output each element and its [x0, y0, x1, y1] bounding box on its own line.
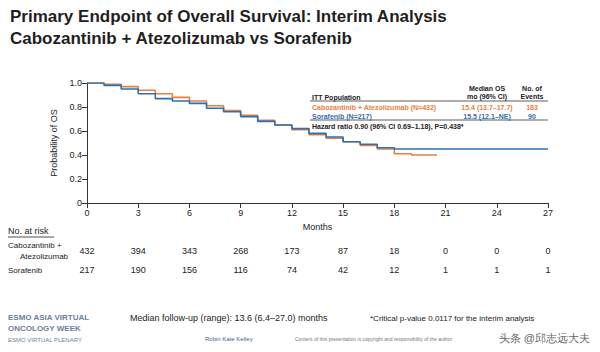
- svg-text:Content of this presentation i: Content of this presentation is copyrigh…: [295, 336, 453, 342]
- svg-text:0: 0: [545, 246, 550, 256]
- svg-text:42: 42: [338, 265, 348, 275]
- svg-text:15.4 (13.7–17.7): 15.4 (13.7–17.7): [461, 104, 512, 112]
- svg-text:18: 18: [389, 208, 399, 218]
- svg-text:ITT Population: ITT Population: [312, 94, 361, 102]
- svg-text:343: 343: [182, 246, 197, 256]
- svg-text:头条 @邱志远大夫: 头条 @邱志远大夫: [499, 332, 590, 344]
- svg-text:Robin Kate Kelley: Robin Kate Kelley: [205, 336, 253, 342]
- svg-text:217: 217: [79, 265, 94, 275]
- svg-text:Probability of OS: Probability of OS: [49, 109, 59, 177]
- svg-text:0.6: 0.6: [69, 126, 82, 136]
- svg-text:173: 173: [284, 246, 299, 256]
- svg-text:6: 6: [187, 208, 192, 218]
- svg-text:0: 0: [77, 198, 82, 208]
- svg-text:1: 1: [494, 265, 499, 275]
- svg-text:Cabozantinib +: Cabozantinib +: [8, 241, 62, 250]
- svg-text:0: 0: [494, 246, 499, 256]
- svg-text:0.4: 0.4: [69, 150, 82, 160]
- svg-text:Primary Endpoint of Overall Su: Primary Endpoint of Overall Survival: In…: [10, 7, 447, 26]
- svg-text:15: 15: [338, 208, 348, 218]
- svg-text:Events: Events: [521, 93, 544, 100]
- svg-text:74: 74: [287, 265, 297, 275]
- svg-text:21: 21: [441, 208, 451, 218]
- svg-text:ESMO VIRTUAL PLENARY: ESMO VIRTUAL PLENARY: [8, 337, 82, 343]
- svg-text:0.2: 0.2: [69, 174, 82, 184]
- svg-text:Median OS: Median OS: [469, 85, 506, 92]
- svg-text:mo (96% CI): mo (96% CI): [467, 93, 507, 101]
- svg-text:90: 90: [528, 113, 536, 120]
- svg-text:Cabozantinib + Atezolizumab vs: Cabozantinib + Atezolizumab vs Sorafenib: [10, 29, 352, 48]
- svg-text:0: 0: [443, 246, 448, 256]
- svg-text:Cabozantinib + Atezolizumab (N: Cabozantinib + Atezolizumab (N=432): [312, 104, 436, 112]
- svg-text:No. at risk: No. at risk: [8, 226, 49, 236]
- svg-text:Sorafenib: Sorafenib: [8, 266, 43, 275]
- svg-text:268: 268: [233, 246, 248, 256]
- svg-text:No. of: No. of: [522, 85, 542, 92]
- svg-text:Hazard ratio 0.90 (96% CI 0.69: Hazard ratio 0.90 (96% CI 0.69–1.18), P=…: [312, 123, 464, 131]
- svg-text:190: 190: [131, 265, 146, 275]
- svg-text:Sorafenib (N=217): Sorafenib (N=217): [312, 113, 372, 121]
- svg-text:15.5 (12.1–NE): 15.5 (12.1–NE): [463, 113, 510, 121]
- svg-text:1.0: 1.0: [69, 78, 82, 88]
- svg-text:183: 183: [526, 104, 538, 111]
- svg-text:24: 24: [492, 208, 502, 218]
- svg-text:1: 1: [443, 265, 448, 275]
- svg-text:156: 156: [182, 265, 197, 275]
- svg-text:87: 87: [338, 246, 348, 256]
- svg-text:Months: Months: [303, 222, 333, 232]
- svg-text:12: 12: [389, 265, 399, 275]
- svg-text:ESMO ASIA VIRTUAL: ESMO ASIA VIRTUAL: [8, 313, 89, 322]
- svg-text:18: 18: [389, 246, 399, 256]
- svg-text:*Critical p-value 0.0117 for t: *Critical p-value 0.0117 for the interim…: [370, 314, 534, 323]
- svg-text:12: 12: [287, 208, 297, 218]
- svg-text:9: 9: [238, 208, 243, 218]
- svg-text:0.8: 0.8: [69, 102, 82, 112]
- svg-text:432: 432: [79, 246, 94, 256]
- svg-text:Median follow-up (range): 13.6: Median follow-up (range): 13.6 (6.4–27.0…: [130, 313, 328, 323]
- svg-text:1: 1: [545, 265, 550, 275]
- svg-text:394: 394: [131, 246, 146, 256]
- svg-text:ONCOLOGY WEEK: ONCOLOGY WEEK: [8, 324, 81, 333]
- svg-text:3: 3: [136, 208, 141, 218]
- svg-text:0: 0: [84, 208, 89, 218]
- svg-text:116: 116: [233, 265, 247, 275]
- svg-text:27: 27: [543, 208, 553, 218]
- svg-text:Atezolizumab: Atezolizumab: [20, 252, 69, 261]
